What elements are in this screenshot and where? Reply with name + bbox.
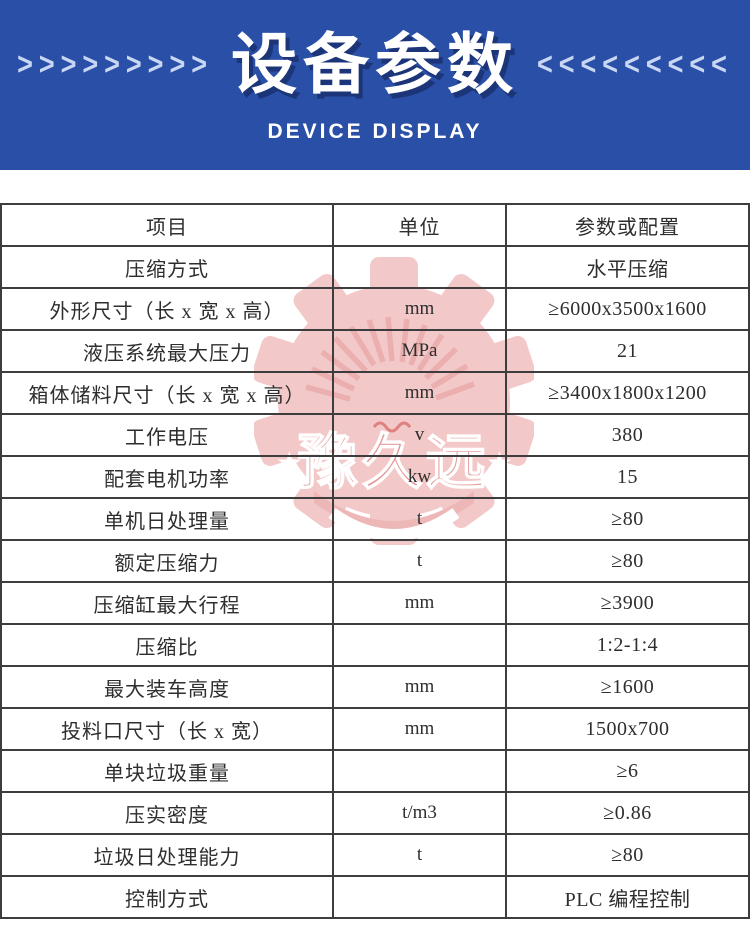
left-arrows-icon: >>>>>>>>> bbox=[17, 46, 213, 81]
unit-cell: mm bbox=[332, 665, 507, 709]
table-row: 投料口尺寸（长 x 宽） mm 1500x700 bbox=[0, 707, 750, 751]
unit-cell: t bbox=[332, 833, 507, 877]
item-cell: 最大装车高度 bbox=[0, 665, 334, 709]
item-cell: 配套电机功率 bbox=[0, 455, 334, 499]
value-cell: 380 bbox=[505, 413, 750, 457]
table-row: 工作电压 v 380 bbox=[0, 413, 750, 457]
table-row: 压缩方式 水平压缩 bbox=[0, 245, 750, 289]
table-row: 液压系统最大压力 MPa 21 bbox=[0, 329, 750, 373]
item-cell: 压缩比 bbox=[0, 623, 334, 667]
table-row: 压缩比 1:2-1:4 bbox=[0, 623, 750, 667]
value-cell: 1500x700 bbox=[505, 707, 750, 751]
item-cell: 压缩方式 bbox=[0, 245, 334, 289]
unit-cell bbox=[332, 623, 507, 667]
table-row: 最大装车高度 mm ≥1600 bbox=[0, 665, 750, 709]
table-row: 压缩缸最大行程 mm ≥3900 bbox=[0, 581, 750, 625]
right-arrows-icon: <<<<<<<<< bbox=[537, 46, 733, 81]
column-header: 参数或配置 bbox=[505, 203, 750, 247]
value-cell: ≥80 bbox=[505, 833, 750, 877]
table-row: 控制方式 PLC 编程控制 bbox=[0, 875, 750, 919]
item-cell: 工作电压 bbox=[0, 413, 334, 457]
item-cell: 外形尺寸（长 x 宽 x 高） bbox=[0, 287, 334, 331]
table-row: 压实密度 t/m3 ≥0.86 bbox=[0, 791, 750, 835]
spec-table-section: ★ 豫久远 ★ 项目 单位 参数或配置 压缩方式 水平压缩 外形尺寸（长 x 宽 x 高… bbox=[0, 203, 750, 919]
table-row: 配套电机功率 kw 15 bbox=[0, 455, 750, 499]
item-cell: 控制方式 bbox=[0, 875, 334, 919]
unit-cell: mm bbox=[332, 287, 507, 331]
value-cell: 1:2-1:4 bbox=[505, 623, 750, 667]
column-header: 项目 bbox=[0, 203, 334, 247]
column-header: 单位 bbox=[332, 203, 507, 247]
value-cell: ≥3400x1800x1200 bbox=[505, 371, 750, 415]
unit-cell bbox=[332, 749, 507, 793]
unit-cell bbox=[332, 245, 507, 289]
item-cell: 投料口尺寸（长 x 宽） bbox=[0, 707, 334, 751]
table-row: 额定压缩力 t ≥80 bbox=[0, 539, 750, 583]
page-title: 设备参数 bbox=[231, 27, 519, 101]
value-cell: ≥3900 bbox=[505, 581, 750, 625]
value-cell: ≥0.86 bbox=[505, 791, 750, 835]
table-row: 外形尺寸（长 x 宽 x 高） mm ≥6000x3500x1600 bbox=[0, 287, 750, 331]
value-cell: PLC 编程控制 bbox=[505, 875, 750, 919]
value-cell: ≥80 bbox=[505, 539, 750, 583]
item-cell: 压缩缸最大行程 bbox=[0, 581, 334, 625]
item-cell: 垃圾日处理能力 bbox=[0, 833, 334, 877]
table-row: 单机日处理量 t ≥80 bbox=[0, 497, 750, 541]
unit-cell: mm bbox=[332, 371, 507, 415]
unit-cell: mm bbox=[332, 581, 507, 625]
page-subtitle: DEVICE DISPLAY bbox=[267, 120, 483, 143]
value-cell: ≥80 bbox=[505, 497, 750, 541]
spec-table: 项目 单位 参数或配置 压缩方式 水平压缩 外形尺寸（长 x 宽 x 高） mm ≥6000… bbox=[0, 203, 750, 919]
value-cell: 21 bbox=[505, 329, 750, 373]
unit-cell bbox=[332, 875, 507, 919]
item-cell: 液压系统最大压力 bbox=[0, 329, 334, 373]
table-row: 单块垃圾重量 ≥6 bbox=[0, 749, 750, 793]
item-cell: 额定压缩力 bbox=[0, 539, 334, 583]
table-header-row: 项目 单位 参数或配置 bbox=[0, 203, 750, 247]
header-banner: >>>>>>>>> 设备参数 <<<<<<<<< DEVICE DISPLAY bbox=[0, 0, 750, 170]
unit-cell: kw bbox=[332, 455, 507, 499]
unit-cell: MPa bbox=[332, 329, 507, 373]
unit-cell: t bbox=[332, 539, 507, 583]
item-cell: 单块垃圾重量 bbox=[0, 749, 334, 793]
value-cell: ≥6000x3500x1600 bbox=[505, 287, 750, 331]
value-cell: ≥6 bbox=[505, 749, 750, 793]
table-row: 箱体储料尺寸（长 x 宽 x 高） mm ≥3400x1800x1200 bbox=[0, 371, 750, 415]
table-row: 垃圾日处理能力 t ≥80 bbox=[0, 833, 750, 877]
item-cell: 单机日处理量 bbox=[0, 497, 334, 541]
value-cell: 15 bbox=[505, 455, 750, 499]
value-cell: ≥1600 bbox=[505, 665, 750, 709]
unit-cell: mm bbox=[332, 707, 507, 751]
item-cell: 压实密度 bbox=[0, 791, 334, 835]
unit-cell: t bbox=[332, 497, 507, 541]
value-cell: 水平压缩 bbox=[505, 245, 750, 289]
unit-cell: v bbox=[332, 413, 507, 457]
item-cell: 箱体储料尺寸（长 x 宽 x 高） bbox=[0, 371, 334, 415]
unit-cell: t/m3 bbox=[332, 791, 507, 835]
